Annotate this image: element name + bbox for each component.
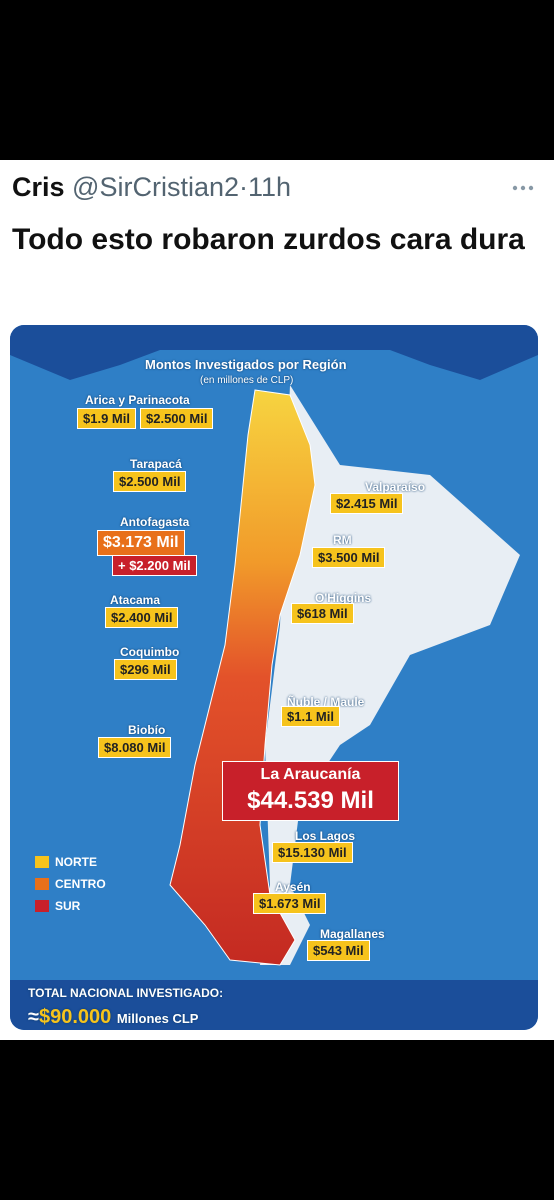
region-name: La Araucanía: [260, 766, 361, 783]
amount: $3.173 Mil: [97, 530, 185, 556]
total-bar: TOTAL NACIONAL INVESTIGADO: ≈$90.000 Mil…: [10, 980, 538, 1030]
region-name: Atacama: [110, 593, 161, 607]
total-prefix: ≈: [28, 1006, 39, 1028]
region-name: Los Lagos: [295, 829, 356, 843]
total-unit: Millones CLP: [116, 1011, 199, 1026]
handle[interactable]: @SirCristian2: [72, 172, 239, 202]
amount: $2.500 Mil: [140, 408, 214, 429]
region-name: Tarapacá: [130, 457, 182, 471]
amount: $543 Mil: [307, 940, 370, 961]
region-name: Aysén: [275, 880, 311, 894]
total-label: TOTAL NACIONAL INVESTIGADO:: [28, 986, 224, 1000]
total-value: $90.000: [38, 1006, 112, 1028]
region-name: Coquimbo: [120, 645, 180, 659]
amount: $15.130 Mil: [272, 842, 353, 863]
tweet-header: Cris @SirCristian2·11h: [12, 172, 291, 203]
region-name: Magallanes: [320, 927, 385, 941]
highlight-box: La Araucanía $44.539 Mil: [222, 761, 399, 821]
amount: $618 Mil: [291, 603, 354, 624]
tweet: Cris @SirCristian2·11h Todo esto robaron…: [0, 160, 554, 1040]
amount: $296 Mil: [114, 659, 177, 680]
amount: $1.673 Mil: [253, 893, 327, 914]
amount: $2.500 Mil: [113, 471, 187, 492]
total: ≈$90.000 Millones CLP: [28, 1006, 198, 1029]
region-name: Biobío: [128, 723, 166, 737]
tweet-image[interactable]: Montos Investigados por Región (en millo…: [10, 325, 538, 1030]
subtitle: Montos Investigados por Región: [145, 357, 347, 372]
amount: $1.9 Mil: [77, 408, 136, 429]
amount: + $2.200 Mil: [112, 555, 197, 576]
unit: (en millones de CLP): [200, 375, 294, 386]
region-name: O'Higgins: [315, 591, 372, 605]
amount: $2.415 Mil: [330, 493, 404, 514]
amount: $3.500 Mil: [312, 547, 386, 568]
legend-label: SUR: [55, 899, 81, 913]
author[interactable]: Cris: [12, 172, 65, 202]
region-name: Ñuble / Maule: [287, 695, 365, 709]
amount: $1.1 Mil: [281, 706, 340, 727]
map: [10, 325, 538, 966]
amount: $44.539 Mil: [247, 787, 374, 814]
legend-label: CENTRO: [55, 877, 106, 891]
amount: $8.080 Mil: [98, 737, 172, 758]
region-name: Valparaíso: [365, 480, 426, 494]
more-menu[interactable]: [512, 185, 534, 191]
time[interactable]: 11h: [248, 172, 292, 202]
region-name: Antofagasta: [120, 515, 190, 529]
region-name: RM: [333, 533, 352, 547]
tweet-text: Todo esto robaron zurdos cara dura: [12, 223, 525, 256]
separator: ·: [239, 172, 248, 202]
amount: $2.400 Mil: [105, 607, 179, 628]
legend-label: NORTE: [55, 855, 97, 869]
region-name: Arica y Parinacota: [85, 393, 190, 407]
